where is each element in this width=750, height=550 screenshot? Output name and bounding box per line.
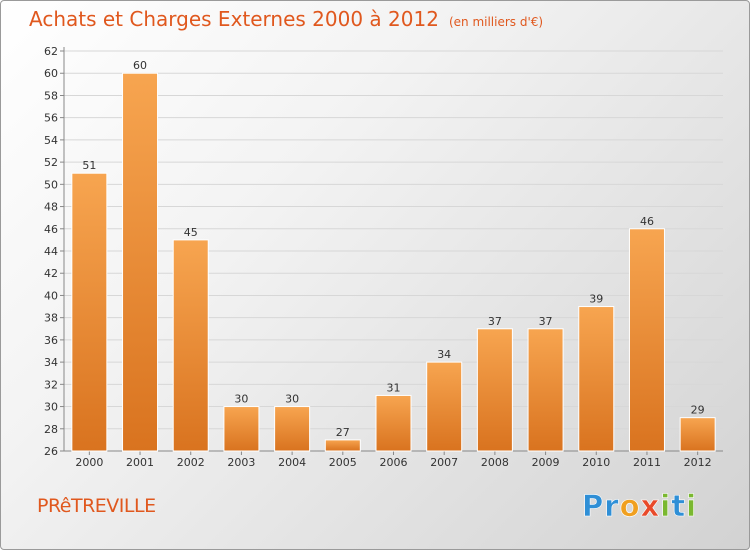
x-tick-label: 2010 [582,456,610,469]
x-tick-label: 2009 [532,456,560,469]
y-tick-label: 28 [44,423,58,436]
logo-letter: i [660,489,672,524]
y-tick-label: 38 [44,312,58,325]
y-tick-label: 30 [44,401,58,414]
data-label: 45 [184,226,198,239]
bars [71,72,716,452]
y-tick-label: 40 [44,289,58,302]
bar [628,228,665,452]
bar [476,328,513,452]
y-tick-label: 42 [44,267,58,280]
proxiti-logo[interactable]: Proxiti [582,489,698,524]
data-label: 60 [133,59,147,72]
logo-letter: x [640,489,661,524]
bar [172,239,209,452]
x-tick-label: 2006 [380,456,408,469]
data-label: 39 [589,293,603,306]
bar [527,328,564,452]
y-tick-label: 62 [44,45,58,58]
bar [679,417,716,452]
x-tick-label: 2004 [278,456,306,469]
data-label: 51 [82,159,96,172]
y-tick-label: 50 [44,178,58,191]
data-label: 29 [691,404,705,417]
bar [223,406,260,452]
data-label: 31 [387,381,401,394]
chart-title: Achats et Charges Externes 2000 à 2012 (e… [29,7,543,31]
chart-title-text: Achats et Charges Externes 2000 à 2012 [29,7,439,31]
logo-letter: r [604,489,620,524]
y-tick-label: 44 [44,245,58,258]
commune-name: PRêTREVILLE [37,495,156,517]
data-label: 37 [539,315,553,328]
y-tick-label: 54 [44,134,58,147]
logo-letter: t [671,489,687,524]
y-tick-label: 32 [44,378,58,391]
x-tick-label: 2011 [633,456,661,469]
bar [71,172,108,452]
y-tick-label: 60 [44,67,58,80]
x-tick-label: 2001 [126,456,154,469]
logo-letter: i [686,489,698,524]
data-label: 37 [488,315,502,328]
bar [122,72,159,452]
y-tick-label: 46 [44,223,58,236]
y-tick-label: 36 [44,334,58,347]
data-label: 30 [234,393,248,406]
data-label: 34 [437,348,451,361]
y-tick-label: 26 [44,445,58,458]
data-labels: 51 60 45 30 30 27 31 34 37 37 39 46 29 [82,59,704,439]
data-label: 46 [640,215,654,228]
data-label: 27 [336,426,350,439]
bar [578,306,615,452]
y-tick-label: 52 [44,156,58,169]
data-label: 30 [285,393,299,406]
x-tick-label: 2012 [684,456,712,469]
y-tick-label: 34 [44,356,58,369]
x-tick-label: 2005 [329,456,357,469]
x-tick-label: 2008 [481,456,509,469]
logo-letter: P [582,489,605,524]
y-tick-label: 56 [44,112,58,125]
chart-subtitle: (en milliers d'€) [448,15,544,29]
x-tick-label: 2002 [177,456,205,469]
x-tick-label: 2007 [430,456,458,469]
y-tick-label: 58 [44,89,58,102]
bar [274,406,311,452]
logo-letter: o [619,489,641,524]
tick-labels: 26 28 30 32 34 36 38 40 42 44 46 48 50 52 54 56 58 60 62 20… [44,45,712,469]
bar [426,361,463,452]
y-tick-label: 48 [44,201,58,214]
x-tick-label: 2003 [227,456,255,469]
x-tick-label: 2000 [75,456,103,469]
bar [324,439,361,452]
bar [375,394,412,452]
